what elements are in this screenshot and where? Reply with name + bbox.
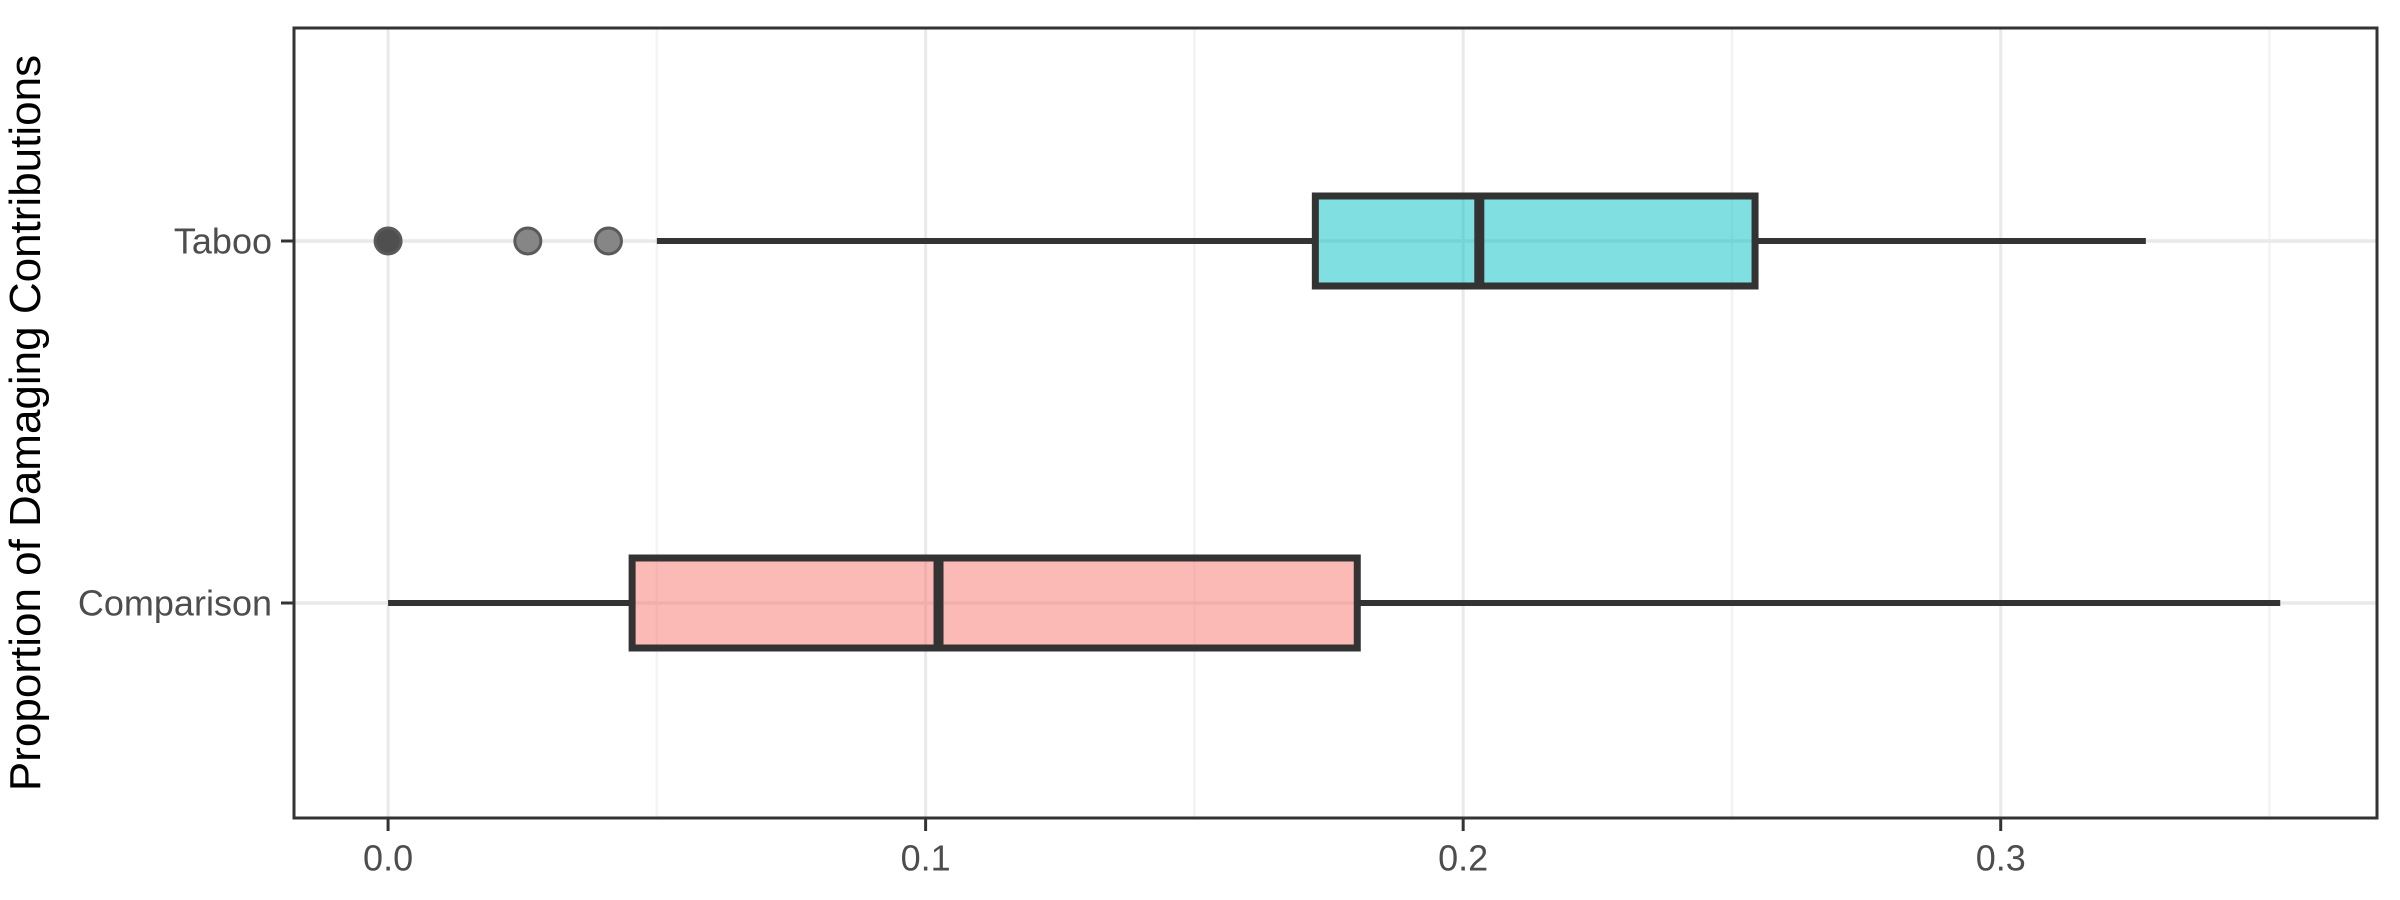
box-comparison [628, 554, 1361, 652]
outlier-point-taboo [513, 226, 543, 256]
panel-background [294, 28, 2377, 818]
panel-border [292, 26, 2379, 820]
outlier-point-taboo [593, 226, 623, 256]
category-label-taboo: Taboo [174, 221, 272, 262]
outlier-point-taboo [373, 226, 403, 256]
category-label-comparison: Comparison [78, 583, 272, 624]
x-tick-label: 0.2 [1438, 838, 1488, 879]
plot-area: 0.0 0.1 0.2 0.3 Taboo Comparison [78, 26, 2379, 879]
x-tick-label: 0.1 [901, 838, 951, 879]
box-taboo [1311, 192, 1759, 290]
y-axis-title: Proportion of Damaging Contributions [1, 55, 50, 791]
x-tick-label: 0.0 [363, 838, 413, 879]
x-tick-label: 0.3 [1976, 838, 2026, 879]
